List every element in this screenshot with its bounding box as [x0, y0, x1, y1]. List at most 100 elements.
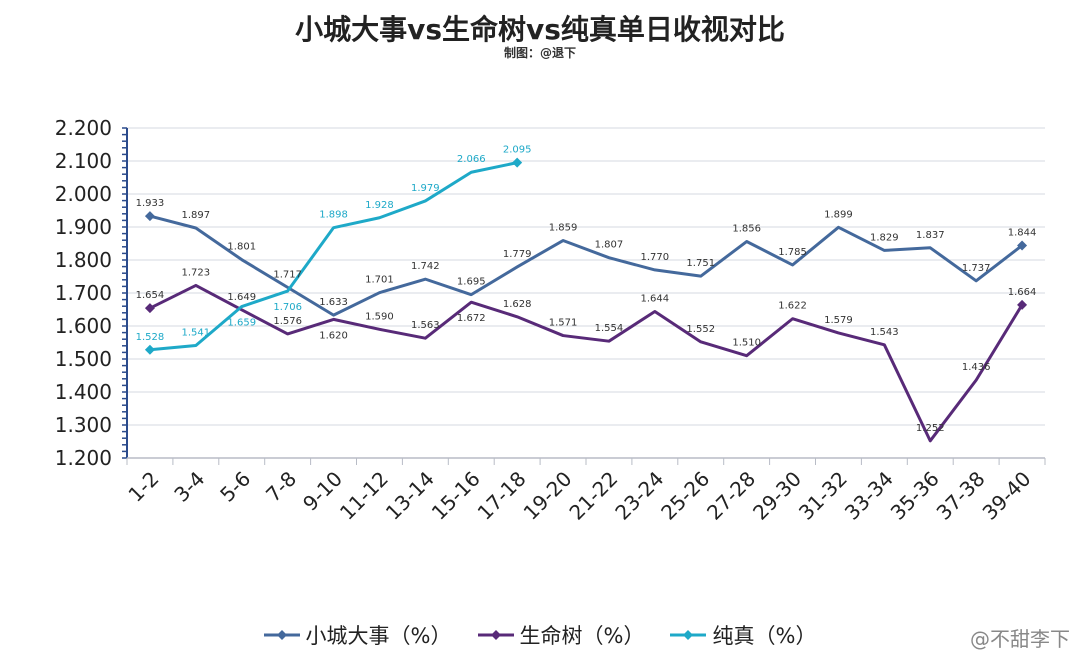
- data-label: 1.528: [136, 332, 165, 343]
- x-tick-label: 29-30: [748, 467, 806, 525]
- series-line-1: [149, 283, 1024, 443]
- y-tick-label: 1.400: [55, 380, 112, 404]
- data-label: 1.633: [319, 297, 348, 308]
- data-label: 1.659: [227, 318, 256, 329]
- x-tick-label: 37-38: [932, 467, 990, 525]
- y-tick-label: 1.600: [55, 314, 112, 338]
- data-label: 1.751: [686, 258, 715, 269]
- data-label: 1.770: [641, 252, 670, 263]
- data-label: 1.622: [778, 301, 807, 312]
- data-label: 1.897: [182, 210, 211, 221]
- data-label: 1.563: [411, 320, 440, 331]
- data-label: 1.859: [549, 223, 578, 234]
- data-label: 1.579: [824, 315, 853, 326]
- data-label: 2.066: [457, 154, 486, 165]
- series-line-0: [149, 214, 1023, 317]
- data-label: 1.856: [732, 224, 761, 235]
- x-tick-label: 31-32: [794, 467, 852, 525]
- x-tick-label: 11-12: [335, 467, 393, 525]
- series-marker: [1017, 299, 1028, 310]
- data-label: 1.576: [273, 316, 302, 327]
- data-label: 1.554: [595, 323, 624, 334]
- legend-line-icon: [670, 630, 707, 640]
- data-label: 1.737: [962, 263, 991, 274]
- watermark: @不甜李下: [970, 627, 1070, 651]
- legend: 小城大事（%） 生命树（%） 纯真（%）: [0, 620, 1080, 650]
- y-tick-label: 1.200: [55, 446, 112, 470]
- y-tick-label: 2.200: [55, 116, 112, 140]
- data-label: 1.928: [365, 200, 394, 211]
- data-label: 1.801: [227, 242, 256, 253]
- data-label: 1.785: [778, 247, 807, 258]
- data-label: 1.628: [503, 299, 532, 310]
- data-label: 1.933: [136, 198, 165, 209]
- x-tick-label: 3-4: [169, 467, 209, 507]
- data-label: 1.664: [1008, 287, 1037, 298]
- line-chart: 1.200 1.300 1.400 1.500 1.600 1.700 1.800 1.900…: [55, 116, 1046, 525]
- series-line-2: [149, 161, 518, 352]
- x-tick-label: 21-22: [564, 467, 622, 525]
- series-marker: [512, 157, 523, 168]
- y-tick-label: 1.900: [55, 215, 112, 239]
- chart-subtitle: 制图：@退下: [503, 46, 576, 60]
- data-label: 1.723: [182, 267, 211, 278]
- x-tick-label: 23-24: [610, 467, 668, 525]
- data-label: 1.807: [595, 240, 624, 251]
- series-marker: [1017, 240, 1028, 251]
- data-label: 1.644: [641, 293, 670, 304]
- data-label: 1.844: [1008, 227, 1037, 238]
- chart-title: 小城大事vs生命树vs纯真单日收视对比: [295, 13, 785, 46]
- data-label: 1.543: [870, 327, 899, 338]
- x-tick-label: 27-28: [702, 467, 760, 525]
- series-marker: [144, 303, 155, 314]
- x-tick-label: 39-40: [978, 467, 1036, 525]
- legend-item: 纯真（%）: [670, 620, 816, 650]
- data-label: 1.706: [273, 302, 302, 313]
- data-label: 1.510: [732, 338, 761, 349]
- x-tick-label: 35-36: [886, 467, 944, 525]
- y-tick-label: 1.800: [55, 248, 112, 272]
- legend-line-icon: [477, 630, 514, 640]
- data-label: 1.620: [319, 330, 348, 341]
- x-tick-label: 25-26: [656, 467, 714, 525]
- x-tick-label: 13-14: [381, 467, 439, 525]
- data-label: 1.779: [503, 249, 532, 260]
- data-label: 1.590: [365, 311, 394, 322]
- data-label: 1.571: [549, 318, 578, 329]
- data-label: 1.252: [916, 423, 945, 434]
- x-tick-label: 33-34: [840, 467, 898, 525]
- data-label: 1.742: [411, 261, 440, 272]
- data-label: 1.979: [411, 183, 440, 194]
- y-tick-label: 1.700: [55, 281, 112, 305]
- x-tick-label: 15-16: [427, 467, 485, 525]
- data-label: 1.899: [824, 209, 853, 220]
- data-label: 1.436: [962, 362, 991, 373]
- series-marker: [144, 344, 155, 355]
- data-label: 1.717: [273, 269, 302, 280]
- x-tick-label: 5-6: [215, 467, 255, 507]
- x-tick-label: 19-20: [519, 467, 577, 525]
- data-label: 1.552: [686, 324, 715, 335]
- x-tick-label: 17-18: [473, 467, 531, 525]
- y-tick-label: 2.000: [55, 182, 112, 206]
- data-label: 1.541: [182, 327, 211, 338]
- data-label: 2.095: [503, 145, 532, 156]
- legend-item: 生命树（%）: [477, 620, 645, 650]
- data-label: 1.829: [870, 232, 899, 243]
- data-label: 1.837: [916, 230, 945, 241]
- legend-label: 纯真（%）: [712, 624, 817, 648]
- y-tick-label: 1.500: [55, 347, 112, 371]
- data-label: 1.649: [227, 292, 256, 303]
- data-label: 1.898: [319, 210, 348, 221]
- legend-item: 小城大事（%）: [263, 620, 452, 650]
- data-label: 1.654: [136, 290, 165, 301]
- legend-label: 生命树（%）: [519, 624, 645, 648]
- x-tick-label: 1-2: [123, 467, 163, 507]
- data-label: 1.695: [457, 277, 486, 288]
- data-label: 1.701: [365, 275, 394, 286]
- y-tick-label: 1.300: [55, 413, 112, 437]
- series-marker: [144, 211, 155, 222]
- data-label: 1.672: [457, 313, 486, 324]
- y-tick-label: 2.100: [55, 149, 112, 173]
- legend-label: 小城大事（%）: [305, 624, 452, 648]
